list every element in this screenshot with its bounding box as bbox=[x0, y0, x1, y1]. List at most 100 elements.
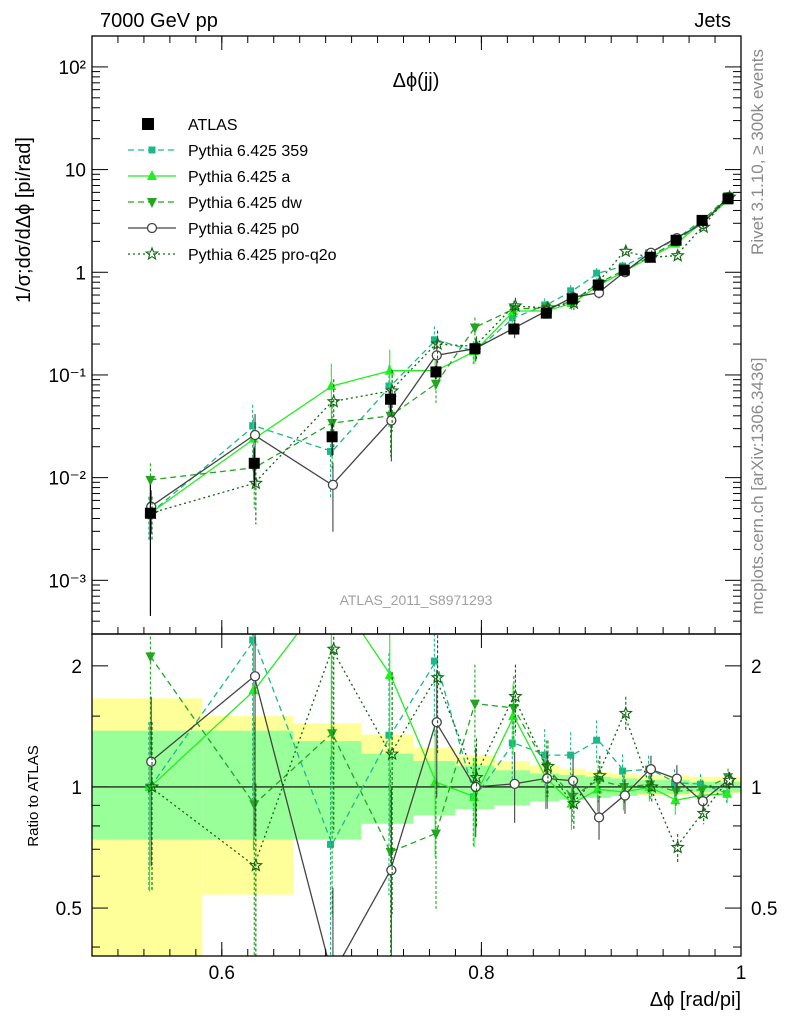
analysis-watermark: ATLAS_2011_S8971293 bbox=[340, 592, 493, 608]
y-tick-label: 10⁻¹ bbox=[49, 366, 87, 387]
ratio-point bbox=[509, 778, 520, 790]
data-point bbox=[144, 507, 156, 519]
header-right: Jets bbox=[694, 10, 731, 32]
series-point bbox=[249, 429, 261, 441]
ratio-point bbox=[386, 865, 397, 876]
ratio-point bbox=[567, 751, 575, 759]
series-point bbox=[384, 364, 395, 375]
ratio-point bbox=[326, 641, 341, 656]
ratio-point bbox=[697, 796, 709, 807]
data-point bbox=[722, 193, 734, 205]
x-tick-label: 0.8 bbox=[468, 963, 494, 984]
series-line-4 bbox=[150, 196, 729, 514]
ratio-point bbox=[248, 858, 264, 872]
legend-label: Pythia 6.425 a bbox=[188, 169, 290, 186]
ratio-point bbox=[385, 731, 393, 739]
ratio-tick-label-right: 2 bbox=[751, 657, 762, 678]
ratio-point bbox=[327, 729, 338, 740]
y-tick-label: 10 bbox=[65, 161, 86, 182]
legend-marker bbox=[147, 170, 157, 180]
data-point bbox=[326, 431, 338, 443]
data-point bbox=[469, 343, 481, 355]
series-point bbox=[618, 243, 633, 258]
data-point bbox=[508, 323, 520, 335]
data-point bbox=[644, 251, 656, 263]
ratio-point bbox=[696, 805, 711, 820]
ratio-point bbox=[567, 792, 578, 803]
legend-item-5: Pythia 6.425 pro-q2o bbox=[128, 246, 337, 264]
series-point bbox=[593, 269, 601, 277]
data-point bbox=[430, 366, 442, 378]
ratio-plot-frame bbox=[91, 633, 742, 957]
ratio-point bbox=[722, 787, 733, 798]
ratio-point bbox=[593, 736, 601, 744]
ratio-point bbox=[430, 657, 438, 665]
legend-item-0: ATLAS bbox=[142, 117, 238, 134]
series-line-2 bbox=[150, 195, 729, 481]
ratio-point bbox=[469, 790, 480, 801]
ratio-tick-label-right: 0.5 bbox=[751, 899, 777, 920]
legend-label: ATLAS bbox=[188, 117, 238, 134]
series-point bbox=[384, 383, 400, 397]
ratio-point bbox=[566, 796, 582, 810]
ratio-point bbox=[567, 775, 579, 786]
header-left: 7000 GeV pp bbox=[100, 10, 218, 32]
legend-item-2: Pythia 6.425 a bbox=[128, 169, 290, 186]
ratio-point bbox=[671, 787, 682, 798]
ratio-point bbox=[144, 779, 160, 793]
ratio-point bbox=[619, 767, 627, 775]
series-point bbox=[327, 447, 335, 455]
data-point bbox=[248, 457, 260, 469]
ratio-point bbox=[593, 812, 605, 823]
legend-label: Pythia 6.425 359 bbox=[188, 143, 308, 160]
ratio-bands bbox=[92, 698, 741, 956]
legend-marker bbox=[146, 222, 158, 234]
ratio-point bbox=[508, 739, 516, 747]
series-point bbox=[326, 394, 341, 408]
ratio-tick-label: 2 bbox=[71, 657, 82, 678]
ratio-axis-label: Ratio to ATLAS bbox=[25, 745, 42, 846]
side-label-rivet: Rivet 3.1.10, ≥ 300k events bbox=[748, 49, 767, 255]
ratio-point bbox=[328, 971, 337, 980]
legend-item-3: Pythia 6.425 dw bbox=[128, 195, 302, 212]
ratio-point bbox=[671, 773, 683, 784]
ratio-point bbox=[431, 717, 442, 728]
ratio-point bbox=[592, 768, 607, 782]
ratio-point bbox=[384, 669, 395, 680]
ratio-point bbox=[430, 670, 445, 684]
data-point bbox=[696, 214, 708, 226]
y-tick-label: 10⁻³ bbox=[49, 571, 87, 592]
ratio-point bbox=[508, 703, 519, 714]
ratio-point bbox=[430, 776, 441, 787]
series-point bbox=[670, 248, 685, 262]
ratio-point bbox=[697, 785, 708, 796]
ratio-point bbox=[327, 840, 335, 848]
ratio-point bbox=[670, 794, 681, 805]
ratio-tick-label: 1 bbox=[71, 778, 82, 799]
series-point bbox=[385, 382, 393, 390]
series-point bbox=[430, 336, 445, 351]
series-point bbox=[249, 422, 257, 430]
ratio-point bbox=[619, 782, 630, 793]
data-point bbox=[670, 234, 682, 246]
ratio-point bbox=[508, 689, 523, 703]
legend-marker bbox=[144, 246, 160, 261]
ratio-plot-marks bbox=[92, 634, 741, 980]
ratio-point bbox=[384, 746, 400, 761]
legend-label: Pythia 6.425 pro-q2o bbox=[188, 247, 337, 264]
y-axis-label: 1/σ;dσ/dΔϕ [pi/rad] bbox=[13, 137, 35, 303]
data-point bbox=[566, 293, 578, 305]
series-point bbox=[327, 479, 339, 491]
ratio-point bbox=[566, 797, 577, 808]
legend-marker bbox=[148, 146, 156, 154]
ratio-point bbox=[618, 705, 633, 720]
series-point bbox=[430, 336, 438, 344]
ratio-point bbox=[470, 781, 481, 793]
ratio-point bbox=[146, 756, 157, 767]
series-point bbox=[431, 350, 442, 361]
main-plot-marks bbox=[144, 189, 737, 616]
ratio-tick-label-right: 1 bbox=[751, 778, 762, 799]
series-point bbox=[508, 314, 516, 322]
ratio-line-4 bbox=[150, 647, 729, 867]
